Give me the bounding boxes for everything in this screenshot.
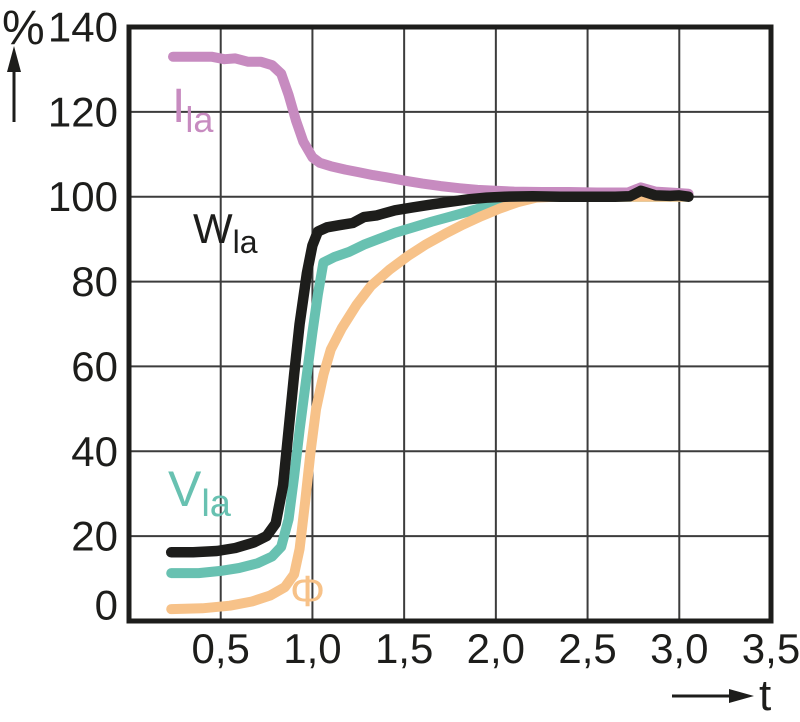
y-tick-label: 120 xyxy=(48,88,118,135)
x-tick-label: 0,5 xyxy=(192,625,250,672)
series-line-Ila xyxy=(168,51,694,199)
series-label-Ila: Ila xyxy=(172,80,214,140)
y-tick-label: 0 xyxy=(95,582,118,629)
x-axis-arrow-icon xyxy=(672,689,754,703)
x-tick-label: 1,5 xyxy=(375,625,433,672)
y-tick-label: 40 xyxy=(71,428,118,475)
series-label-Wla: Wla xyxy=(193,205,258,260)
series-label-Vla: Vla xyxy=(168,461,232,525)
x-tick-label: 3,5 xyxy=(742,625,800,672)
x-axis-label: t xyxy=(759,671,771,720)
y-tick-label: 20 xyxy=(71,513,118,560)
x-tick-label: 3,0 xyxy=(650,625,708,672)
series-line-Wla xyxy=(165,185,694,558)
x-tick-label: 1,0 xyxy=(283,625,341,672)
x-axis-tick-labels: 0,5 1,0 1,5 2,0 2,5 3,0 3,5 xyxy=(192,625,800,672)
y-tick-label: 140 xyxy=(48,4,118,51)
y-tick-label: 60 xyxy=(71,343,118,390)
x-tick-label: 2,5 xyxy=(558,625,616,672)
y-axis-tick-labels: 140 120 100 80 60 40 20 0 xyxy=(48,4,118,629)
series-label-Phi: Φ xyxy=(290,567,325,616)
plot-frame xyxy=(126,24,774,624)
y-tick-label: 80 xyxy=(71,258,118,305)
y-tick-label: 100 xyxy=(48,173,118,220)
series-curves xyxy=(165,51,694,615)
x-tick-label: 2,0 xyxy=(467,625,525,672)
y-axis-arrow-icon xyxy=(7,46,21,122)
y-axis-unit-label: % xyxy=(2,2,45,55)
series-labels: Ila Vla Φ Wla xyxy=(168,80,325,616)
grid xyxy=(129,27,771,621)
